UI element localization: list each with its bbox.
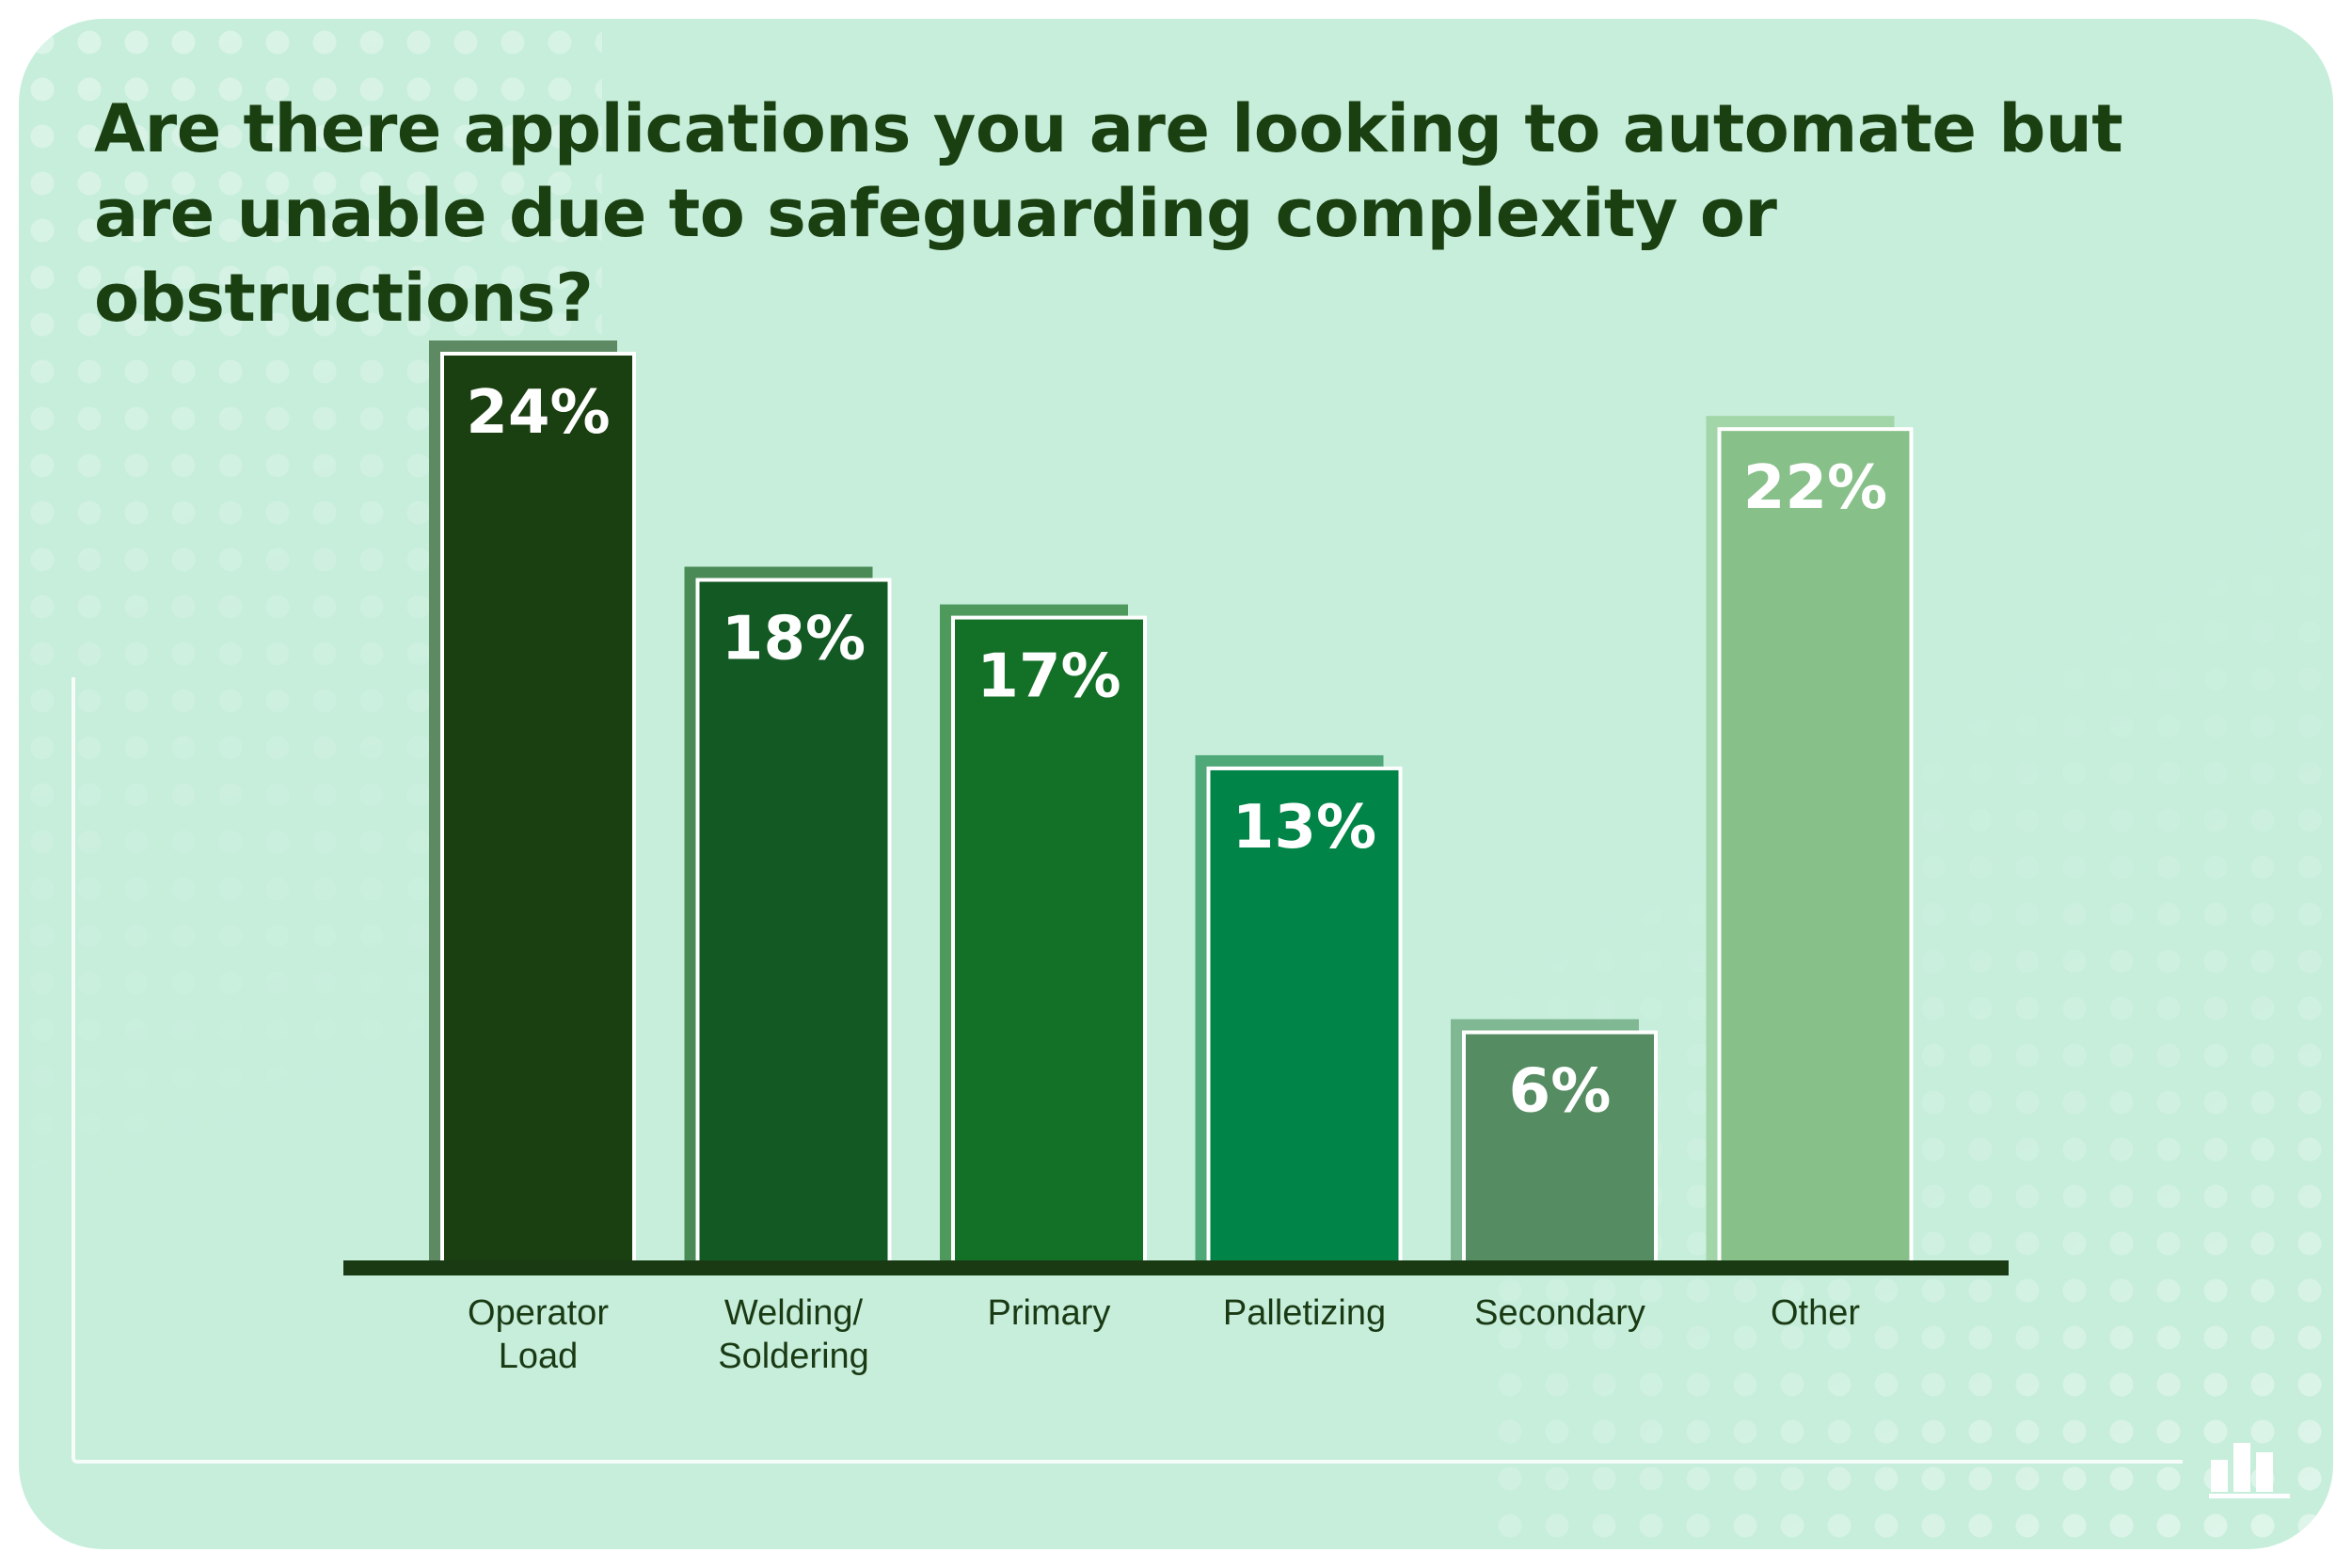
bar: [1466, 1034, 1654, 1260]
category-label-line: Operator: [468, 1293, 609, 1333]
category-label-line: Other: [1771, 1293, 1860, 1333]
category-label: Primary: [988, 1293, 1111, 1333]
category-label-line: Secondary: [1474, 1293, 1645, 1333]
category-label: Palletizing: [1223, 1293, 1386, 1333]
category-label-line: Palletizing: [1223, 1293, 1386, 1333]
data-label: 22%: [1743, 453, 1887, 523]
data-label: 17%: [977, 642, 1120, 712]
chart-title: Are there applications you are looking t…: [94, 90, 2123, 337]
bar: [1210, 769, 1399, 1260]
x-axis-line: [343, 1260, 2009, 1275]
category-label: Secondary: [1474, 1293, 1645, 1333]
category-label-line: Soldering: [718, 1337, 869, 1376]
bar: [1721, 431, 1910, 1261]
frame-line: [72, 677, 2183, 1464]
bar: [444, 356, 632, 1260]
category-label-line: Load: [499, 1337, 579, 1376]
bar: [699, 581, 888, 1260]
bar: [955, 619, 1143, 1260]
data-label: 18%: [722, 605, 866, 674]
category-label: Operator Load: [468, 1293, 609, 1376]
category-label: Welding/Soldering: [718, 1293, 869, 1376]
category-label-line: Primary: [988, 1293, 1111, 1333]
data-label: 24%: [466, 378, 610, 448]
category-label-line: Welding/: [724, 1293, 864, 1333]
data-label: 6%: [1509, 1057, 1612, 1127]
category-label: Other: [1771, 1293, 1860, 1333]
bar-chart-logo-icon: [2209, 1443, 2290, 1498]
data-label: 13%: [1232, 793, 1376, 863]
